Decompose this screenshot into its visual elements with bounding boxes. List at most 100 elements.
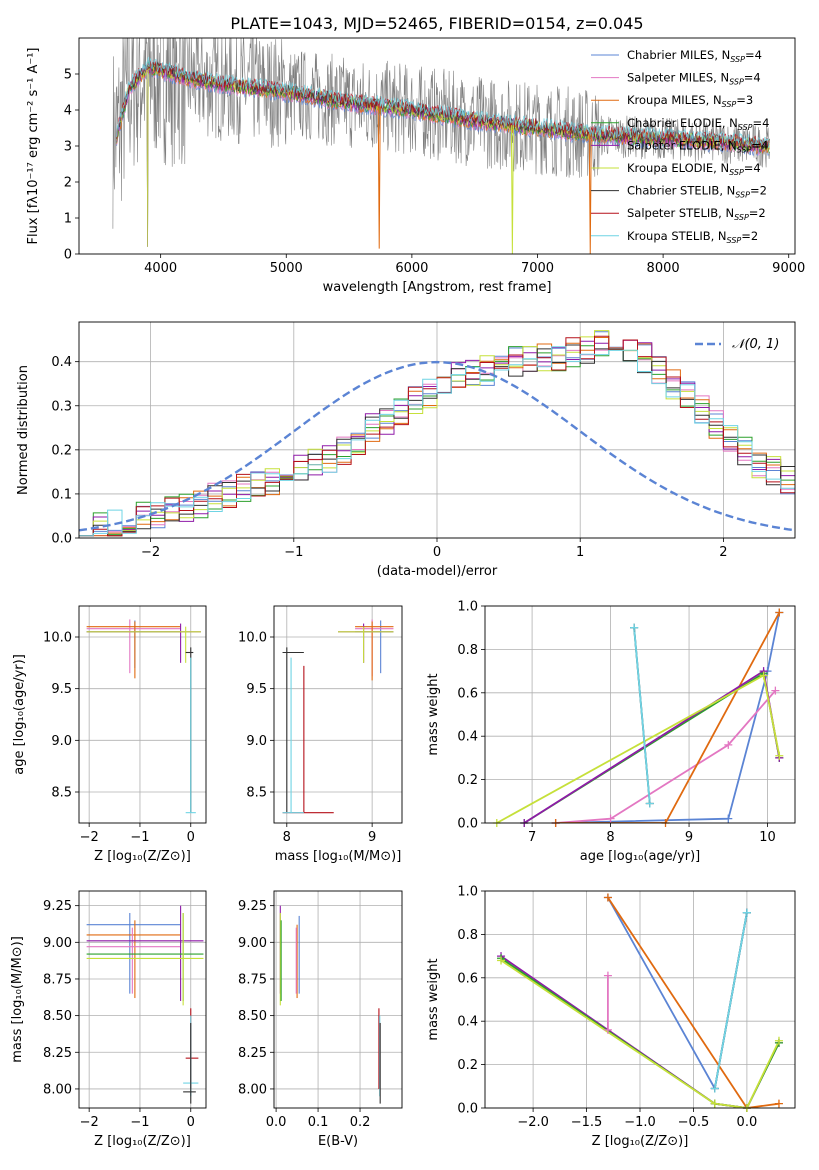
marker-kroupa_stelib [710, 1084, 719, 1093]
marker-salpeter_miles [603, 971, 612, 980]
model-dip [377, 106, 381, 249]
x-tick-label: 0 [187, 1115, 195, 1130]
legend-label-chabrier_elodie: Chabrier ELODIE, NSSP=4 [627, 116, 769, 132]
model-spectrum-kroupa_stelib [116, 56, 770, 149]
x-tick-label: 10 [759, 830, 776, 845]
x-tick-label: −1.0 [624, 1115, 656, 1130]
y-tick-label: 9.25 [238, 899, 267, 914]
y-tick-label: 0.6 [457, 971, 478, 986]
y-tick-label: 9.25 [43, 899, 72, 914]
x-axis-label: Z [log₁₀(Z/Z⊙)] [94, 849, 191, 864]
plot-area-mass_vs_ebv [279, 905, 381, 1104]
y-tick-label: 0.6 [457, 686, 478, 701]
legend-label-kroupa_miles: Kroupa MILES, NSSP=3 [627, 93, 753, 109]
y-tick-label: 5 [64, 68, 72, 83]
y-tick-label: 8.50 [43, 1009, 72, 1024]
series-chabrier_miles [555, 612, 781, 823]
axes-frame [78, 37, 796, 255]
y-tick-label: 9.0 [51, 734, 72, 749]
y-tick-label: 0.0 [457, 1102, 478, 1117]
marker-kroupa_elodie [775, 751, 784, 760]
axes-frame [78, 890, 207, 1109]
y-axis-label: Flux [fλ10⁻¹⁷ erg cm⁻² s⁻¹ A⁻¹] [26, 48, 41, 245]
series-salpeter_miles [555, 690, 777, 823]
x-tick-label: 7 [528, 830, 536, 845]
y-tick-label: 9.5 [51, 682, 72, 697]
legend-label-kroupa_elodie: Kroupa ELODIE, NSSP=4 [627, 161, 761, 177]
x-tick-label: −2.0 [517, 1115, 549, 1130]
x-tick-label: 0 [433, 545, 441, 560]
y-tick-label: 8.25 [43, 1046, 72, 1061]
panel-age_vs_z: −2 −1 0 8.5 9.0 9.5 10.0 Z [log₁₀(Z/Z⊙)] age [lo… [12, 605, 207, 864]
y-tick-label: 8.5 [246, 786, 267, 801]
x-axis-label: age [log₁₀(age/yr)] [580, 849, 701, 864]
y-tick-label: 9.5 [246, 682, 267, 697]
series-salpeter_miles [607, 975, 748, 1108]
marker-kroupa_elodie [774, 1036, 783, 1045]
series-salpeter_elodie [523, 669, 781, 823]
legend-label-salpeter_miles: Salpeter MILES, NSSP=4 [627, 71, 761, 87]
marker-kroupa_miles [603, 893, 612, 902]
axes-frame [273, 605, 403, 824]
y-tick-label: 10.0 [238, 631, 267, 646]
x-tick-label: 0 [187, 830, 195, 845]
x-tick-label: −2 [80, 1115, 99, 1130]
panel-weight_vs_age: 7 8 9 10 0.0 0.2 0.4 0.6 0.8 1.0 age [log₁₀(age/yr… [426, 600, 796, 864]
model-dip [510, 125, 514, 254]
y-tick-label: 8.50 [238, 1009, 267, 1024]
y-tick-label: 0.2 [457, 773, 478, 788]
marker-kroupa_elodie [759, 671, 768, 680]
y-tick-label: 8.00 [43, 1082, 72, 1097]
legend-label-gauss: 𝒩(0, 1) [732, 337, 779, 352]
x-axis-label: mass [log₁₀(M/M⊙)] [275, 849, 402, 864]
series-chabrier_miles [607, 897, 748, 1092]
y-tick-label: 0 [64, 248, 72, 263]
x-axis-label: Z [log₁₀(Z/Z⊙)] [592, 1134, 689, 1149]
y-tick-label: 0.8 [457, 643, 478, 658]
marker-salpeter_miles [724, 740, 733, 749]
marker-salpeter_miles [603, 1025, 612, 1034]
x-axis-label: E(B-V) [318, 1134, 358, 1149]
x-tick-label: 0.1 [308, 1115, 329, 1130]
panel-spectrum: 4000 5000 6000 7000 8000 9000 0 1 2 3 4 5 wavelength… [26, 37, 805, 295]
y-tick-label: 1.0 [457, 600, 478, 615]
panel-mass_vs_ebv: 0.0 0.1 0.2 8.00 8.25 8.50 8.75 9.00 9.25 E(B-V) [238, 890, 403, 1149]
y-axis-label: mass weight [426, 958, 441, 1040]
x-tick-label: 0.0 [737, 1115, 758, 1130]
panel-residuals: −2 −1 0 1 2 0.0 0.1 0.2 0.3 0.4 (data-model)/error… [16, 321, 796, 579]
x-tick-label: 8 [606, 830, 614, 845]
legend-label-chabrier_stelib: Chabrier STELIB, NSSP=2 [627, 184, 767, 200]
marker-kroupa_elodie [497, 956, 506, 965]
model-dip [588, 134, 592, 254]
series-kroupa_stelib [633, 627, 651, 804]
x-tick-label: 7000 [521, 261, 554, 276]
y-axis-label: mass weight [426, 673, 441, 755]
axes-frame [273, 890, 403, 1109]
x-tick-label: 4000 [144, 261, 177, 276]
y-tick-label: 0.2 [457, 1058, 478, 1073]
x-tick-label: 5000 [270, 261, 303, 276]
series-kroupa_stelib [713, 912, 748, 1089]
series-chabrier_elodie [523, 671, 781, 823]
y-tick-label: 2 [64, 176, 72, 191]
x-tick-label: −1 [284, 545, 303, 560]
marker-kroupa_miles [774, 1099, 783, 1108]
marker-kroupa_miles [775, 608, 784, 617]
x-tick-label: 6000 [395, 261, 428, 276]
x-tick-label: −0.5 [678, 1115, 710, 1130]
y-tick-label: 0.3 [51, 399, 72, 414]
marker-chabrier_miles [724, 814, 733, 823]
x-tick-label: 8 [283, 830, 291, 845]
series-kroupa_miles [607, 897, 780, 1108]
legend-label-salpeter_elodie: Salpeter ELODIE, NSSP=4 [627, 138, 768, 154]
panel-weight_vs_z: −2.0 −1.5 −1.0 −0.5 0.0 0.0 0.2 0.4 0.6 0.8 1.0 Z [… [426, 885, 796, 1149]
x-tick-label: −2 [80, 830, 99, 845]
marker-salpeter_miles [606, 814, 615, 823]
observed-spectrum [112, 38, 770, 229]
x-tick-label: 9000 [772, 261, 805, 276]
y-tick-label: 9.00 [238, 936, 267, 951]
y-tick-label: 9.00 [43, 936, 72, 951]
y-tick-label: 0.1 [51, 487, 72, 502]
y-tick-label: 9.0 [246, 734, 267, 749]
